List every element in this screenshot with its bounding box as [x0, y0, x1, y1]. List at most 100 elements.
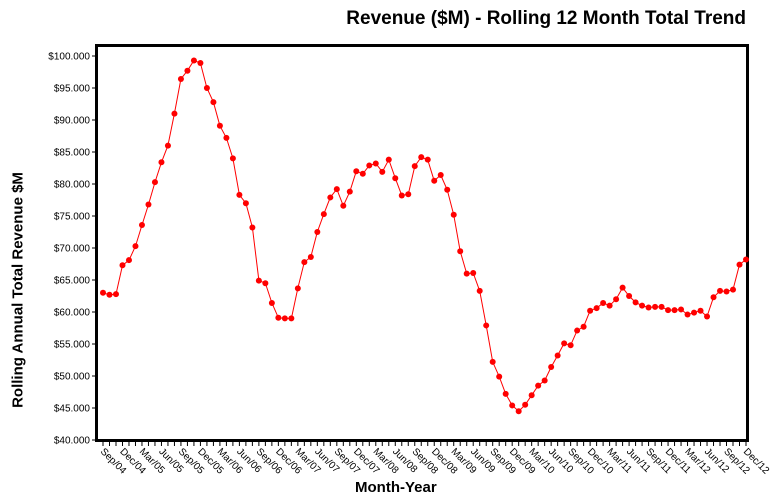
data-point	[210, 99, 217, 106]
data-point	[197, 60, 204, 67]
data-point	[223, 134, 230, 141]
data-point	[522, 401, 529, 408]
y-tick-label: $60.000	[54, 308, 91, 319]
data-point	[366, 162, 373, 169]
data-point	[288, 315, 295, 322]
y-tick-label: $100.000	[48, 52, 90, 63]
y-tick-label: $80.000	[54, 180, 91, 191]
data-point	[405, 191, 412, 198]
data-point	[100, 289, 106, 296]
data-point	[164, 142, 171, 149]
data-point	[418, 154, 425, 161]
y-tick-label: $75.000	[54, 212, 91, 223]
data-point	[190, 57, 197, 64]
data-point	[184, 67, 191, 74]
data-point	[548, 364, 555, 371]
data-point	[483, 322, 490, 329]
data-point	[392, 175, 399, 182]
data-point	[515, 408, 522, 415]
y-axis: $40.000 $45.000 $50.000 $55.000 $60.000 $65.0…	[48, 52, 97, 447]
data-point	[106, 291, 113, 298]
data-point	[437, 172, 444, 179]
data-point	[112, 291, 119, 298]
data-point	[301, 259, 308, 266]
data-point	[496, 373, 503, 380]
data-point	[268, 300, 275, 307]
data-point	[372, 160, 379, 167]
data-point	[561, 340, 568, 347]
data-point	[346, 188, 353, 195]
y-tick-label: $95.000	[54, 84, 91, 95]
data-point	[730, 286, 737, 293]
data-point	[457, 248, 464, 255]
data-point	[119, 262, 126, 269]
data-point	[619, 284, 626, 291]
data-point	[307, 253, 314, 260]
data-point	[665, 307, 672, 314]
data-point	[132, 243, 139, 250]
data-point	[691, 309, 698, 316]
data-point	[502, 390, 509, 397]
data-point	[723, 288, 730, 295]
data-point	[125, 257, 132, 264]
data-point	[450, 211, 457, 218]
data-point	[151, 179, 158, 186]
data-point	[275, 314, 282, 321]
data-point	[489, 358, 496, 365]
data-point	[593, 305, 600, 312]
data-point	[242, 200, 249, 207]
data-point	[535, 382, 542, 389]
y-tick-label: $65.000	[54, 276, 91, 287]
data-point	[340, 202, 347, 209]
data-point	[639, 302, 646, 309]
data-point	[158, 159, 165, 166]
data-point	[281, 315, 288, 322]
data-point	[359, 170, 366, 177]
data-point	[717, 287, 724, 294]
data-point	[294, 285, 301, 292]
data-point	[671, 307, 678, 314]
data-point	[216, 122, 223, 129]
data-point	[138, 221, 145, 228]
data-point	[470, 269, 477, 276]
data-point	[606, 302, 613, 309]
y-tick-label: $90.000	[54, 116, 91, 127]
chart-title: Revenue ($M) - Rolling 12 Month Total Tr…	[346, 8, 746, 29]
data-point	[580, 323, 587, 330]
data-point	[385, 156, 392, 163]
data-point	[567, 342, 574, 349]
data-point	[444, 186, 451, 193]
data-point	[229, 155, 236, 162]
data-point	[463, 270, 470, 277]
data-point	[255, 277, 262, 284]
data-point	[145, 201, 152, 208]
plot-area-frame	[95, 44, 749, 442]
data-points	[100, 57, 749, 415]
data-point	[476, 287, 483, 294]
data-point	[678, 306, 685, 313]
data-point	[541, 377, 548, 384]
data-point	[736, 261, 743, 268]
data-point	[587, 307, 594, 314]
y-tick-label: $85.000	[54, 148, 91, 159]
line-chart: $40.000 $45.000 $50.000 $55.000 $60.000 $65.0…	[48, 44, 771, 477]
data-point	[203, 85, 210, 91]
data-point	[632, 299, 639, 306]
data-point	[320, 211, 327, 218]
data-point	[626, 293, 633, 299]
data-point	[743, 256, 749, 263]
data-point	[262, 280, 269, 287]
data-point	[613, 296, 620, 303]
data-point	[314, 229, 321, 235]
data-point	[528, 392, 535, 399]
y-tick-label: $50.000	[54, 372, 91, 383]
data-point	[710, 294, 717, 301]
data-point	[398, 192, 405, 199]
data-point	[658, 303, 665, 310]
x-axis: Sep/04Dec/04Mar/05Jun/05Sep/05Dec/05Mar/…	[98, 441, 771, 477]
data-point	[684, 311, 691, 318]
data-point	[509, 402, 516, 409]
data-point	[333, 186, 340, 193]
data-point	[600, 300, 607, 307]
data-point	[645, 304, 652, 311]
